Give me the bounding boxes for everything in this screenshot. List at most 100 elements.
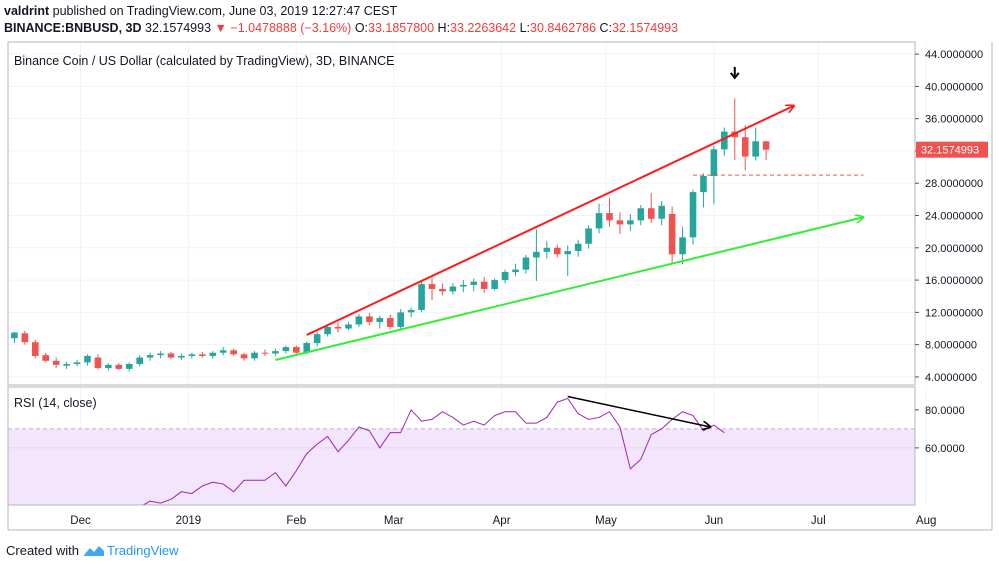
candle-body [219, 350, 227, 353]
candle [470, 278, 478, 292]
candle-body [324, 326, 331, 335]
candle-body [553, 247, 561, 255]
candles [11, 98, 770, 372]
candle [42, 352, 50, 363]
candle [345, 322, 352, 331]
x-tick-label: Mar [384, 515, 404, 527]
y-tick-label: 36.0000000 [925, 114, 983, 126]
red-trendline [306, 106, 794, 336]
close-label: C: [599, 21, 613, 35]
candle-body [460, 284, 467, 287]
x-tick-label: 2019 [176, 515, 202, 527]
green-trendline [275, 217, 863, 361]
symbol-label: BINANCE:BNBUSD, 3D [4, 21, 142, 35]
candle-body [658, 205, 665, 219]
price-pane-frame [7, 41, 916, 386]
candle [105, 363, 112, 371]
tradingview-link[interactable]: TradingView [83, 543, 179, 558]
candle [167, 351, 175, 360]
candle [616, 212, 624, 235]
candle [491, 278, 498, 291]
candle-body [627, 220, 634, 225]
candle-body [637, 208, 645, 221]
candle [397, 309, 404, 330]
y-tick-label: 24.0000000 [925, 211, 983, 223]
candle [73, 359, 81, 367]
candle [313, 331, 321, 347]
candle [355, 313, 363, 327]
candle [21, 330, 29, 345]
x-tick-label: Dec [70, 515, 91, 527]
candle-body [741, 137, 749, 157]
open-label: O: [354, 21, 369, 35]
author-name[interactable]: valdrint [4, 4, 50, 18]
candle-body [689, 192, 697, 238]
y-tick-label: 40.0000000 [925, 81, 983, 93]
candle-body [63, 364, 70, 366]
x-tick-label: May [595, 515, 617, 527]
candle [606, 197, 613, 227]
low-value: 30.8462786 [530, 21, 597, 35]
candle-body [105, 364, 112, 369]
candle-body [31, 342, 39, 356]
candle [460, 280, 467, 293]
publish-info: valdrint published on TradingView.com, J… [4, 4, 397, 18]
candle [209, 351, 217, 359]
candle [334, 322, 342, 333]
candle-body [251, 352, 258, 359]
candle-body [647, 208, 655, 219]
candle [553, 244, 561, 258]
candle [595, 203, 603, 234]
candle [188, 352, 196, 359]
x-tick-label: Jun [705, 515, 724, 527]
x-tick-label: Apr [493, 515, 511, 527]
candle [157, 351, 164, 359]
high-value: 33.2263642 [450, 21, 517, 35]
chart-frame [7, 41, 993, 531]
candle [136, 355, 143, 367]
candle-body [574, 243, 582, 252]
candle-body [491, 280, 498, 289]
candle [627, 213, 634, 231]
candle [240, 352, 248, 361]
candle-body [115, 364, 123, 369]
candle [376, 315, 384, 329]
candle [689, 189, 697, 245]
candle [752, 127, 759, 161]
candle [574, 239, 582, 257]
candle-body [512, 269, 519, 273]
candle [543, 241, 551, 259]
candle-body [292, 347, 300, 353]
candle-body [522, 257, 530, 270]
down-arrow-marker [729, 66, 740, 80]
candle-body [136, 357, 143, 365]
candle [84, 354, 91, 366]
candle [710, 146, 718, 205]
candle-body [282, 347, 290, 352]
candle [366, 313, 373, 326]
rsi-line [127, 397, 725, 505]
candle-body [84, 355, 91, 363]
candle [219, 347, 227, 356]
y-tick-label: 4.0000000 [925, 372, 977, 384]
candle-body [543, 247, 551, 252]
candle [428, 277, 436, 301]
rsi-y-tick-label: 80.0000 [925, 405, 965, 417]
candle [501, 269, 509, 284]
y-tick-label: 44.0000000 [925, 49, 983, 61]
candle-body [188, 354, 196, 356]
candle-body [209, 352, 217, 356]
rsi-band [8, 428, 915, 505]
candle-body [700, 175, 707, 193]
candle-body [386, 318, 394, 327]
candle [115, 363, 123, 371]
candle [668, 206, 676, 264]
candle-body [52, 360, 60, 365]
candle-body [240, 354, 248, 359]
candle-body [230, 350, 237, 355]
candle [647, 192, 655, 223]
down-arrow-icon: ▼ [214, 21, 227, 35]
last-price: 32.1574993 [145, 21, 212, 35]
price-change: −1.0478888 (−3.16%) [230, 21, 352, 35]
